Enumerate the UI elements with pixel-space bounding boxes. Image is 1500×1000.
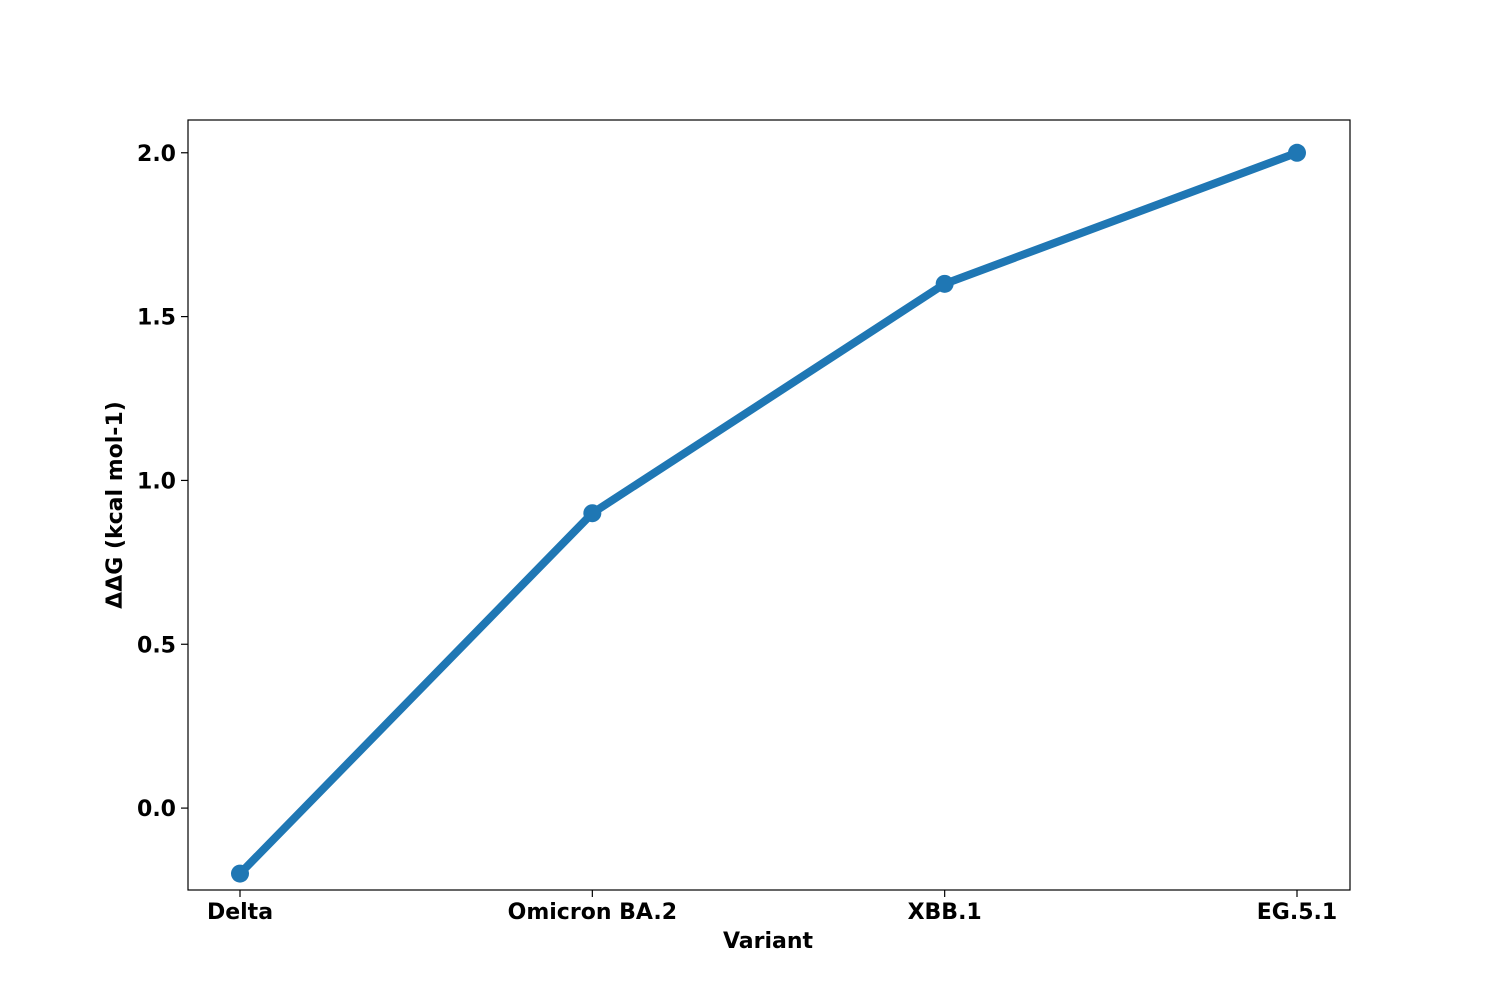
y-tick-label: 2.0 <box>137 142 176 167</box>
series-layer <box>231 143 1306 883</box>
data-point <box>231 864 249 883</box>
data-point <box>583 504 602 523</box>
data-point <box>1288 143 1306 162</box>
plot-area <box>187 119 1351 891</box>
x-tick-label: Omicron BA.2 <box>508 900 677 925</box>
y-tick-label: 0.5 <box>137 633 176 658</box>
y-tick-label: 1.0 <box>137 469 176 494</box>
x-axis-label: Variant <box>723 929 814 954</box>
y-axis: 0.0 0.5 1.0 1.5 2.0 <box>137 142 188 822</box>
y-axis-label: ΔΔG (kcal mol-1) <box>103 401 128 609</box>
y-tick-label: 1.5 <box>137 306 176 331</box>
series-line <box>236 148 1301 878</box>
data-point <box>935 274 954 293</box>
x-tick-label: EG.5.1 <box>1257 900 1337 925</box>
x-axis: Delta Omicron BA.2 XBB.1 EG.5.1 <box>207 890 1337 925</box>
y-tick-label: 0.0 <box>137 797 176 822</box>
x-tick-label: XBB.1 <box>908 900 982 925</box>
x-tick-label: Delta <box>207 900 273 925</box>
